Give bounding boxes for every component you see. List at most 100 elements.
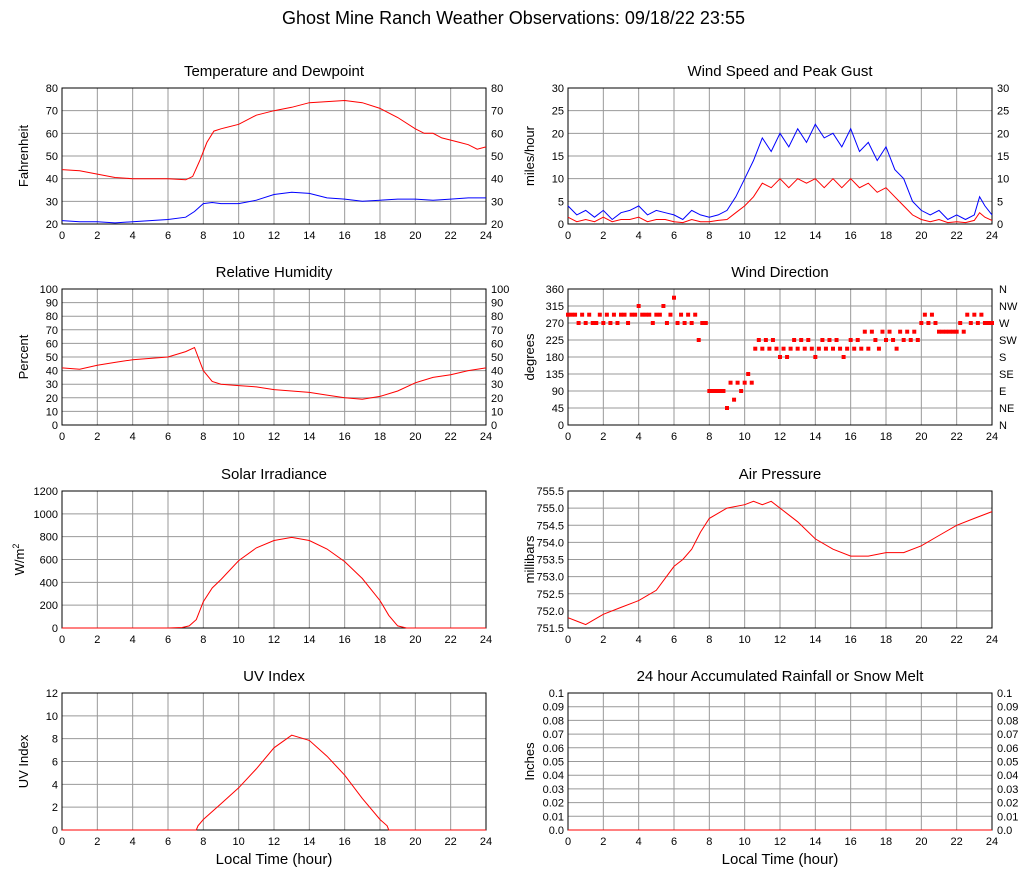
- y-tick-label: 10: [46, 406, 58, 418]
- direction-point: [710, 389, 715, 393]
- x-tick-label: 20: [915, 431, 927, 443]
- direction-point: [717, 389, 722, 393]
- direction-point: [714, 389, 719, 393]
- chart-title: Solar Irradiance: [221, 466, 327, 483]
- direction-point: [594, 321, 599, 325]
- y-axis-label: Percent: [16, 334, 31, 379]
- direction-point: [979, 312, 984, 317]
- y-tick-label: 5: [558, 196, 564, 208]
- y-tick-label: 270: [546, 318, 564, 330]
- x-tick-label: 22: [445, 836, 457, 848]
- x-tick-label: 20: [409, 431, 421, 443]
- y-tick-label: 80: [46, 311, 58, 323]
- x-tick-label: 6: [671, 431, 677, 443]
- y-tick-label: 30: [46, 196, 58, 208]
- x-tick-label: 16: [845, 230, 857, 242]
- y-tick-label: 70: [46, 325, 58, 337]
- y-tick-label: 100: [40, 284, 58, 296]
- direction-point: [845, 346, 850, 351]
- direction-point: [686, 312, 691, 317]
- y-tick-label: 30: [46, 379, 58, 391]
- x-tick-label: 2: [600, 634, 606, 646]
- x-tick-label: 24: [986, 634, 998, 646]
- direction-point: [961, 329, 966, 334]
- direction-point: [735, 380, 740, 385]
- direction-point: [647, 312, 652, 317]
- x-tick-label: 0: [59, 230, 65, 242]
- y-tick-label: 20: [46, 393, 58, 405]
- direction-point: [774, 346, 779, 351]
- x-tick-label: 18: [880, 230, 892, 242]
- direction-point: [725, 406, 729, 410]
- y-tick-label: 8: [52, 734, 58, 746]
- x-tick-label: 2: [94, 836, 100, 848]
- direction-point: [707, 389, 712, 393]
- y-tick-label-right: 0.05: [997, 757, 1018, 769]
- y-tick-label: 0.1: [549, 688, 564, 700]
- x-tick-label: 20: [409, 230, 421, 242]
- y-tick-label: 0.04: [543, 770, 564, 782]
- x-tick-label: 24: [480, 230, 492, 242]
- y-tick-label: 60: [46, 128, 58, 140]
- direction-point: [947, 329, 952, 334]
- direction-point: [587, 312, 592, 317]
- x-tick-label: 10: [233, 634, 245, 646]
- x-tick-label: 24: [480, 634, 492, 646]
- x-tick-label: 16: [339, 634, 351, 646]
- x-tick-label: 18: [880, 431, 892, 443]
- y-tick-label: 751.5: [536, 623, 564, 635]
- y-tick-label: 0.02: [543, 798, 564, 810]
- page-title: Ghost Mine Ranch Weather Observations: 0…: [282, 8, 745, 28]
- direction-point: [831, 346, 835, 351]
- direction-point: [760, 346, 765, 351]
- direction-point: [827, 338, 832, 342]
- chart-title: Temperature and Dewpoint: [184, 63, 365, 80]
- compass-tick-label: S: [999, 352, 1006, 364]
- x-tick-label: 22: [951, 431, 963, 443]
- direction-point: [668, 312, 673, 317]
- direction-point: [968, 321, 973, 325]
- x-tick-label: 4: [130, 230, 136, 242]
- direction-point: [866, 346, 871, 351]
- y-tick-label: 754.0: [536, 537, 564, 549]
- x-tick-label: 24: [480, 431, 492, 443]
- x-tick-label: 10: [739, 634, 751, 646]
- direction-point: [629, 312, 634, 317]
- direction-point: [820, 338, 825, 342]
- direction-point: [689, 321, 694, 325]
- series-line-1: [62, 734, 486, 831]
- y-tick-label: 90: [46, 298, 58, 310]
- y-tick-label-right: 60: [491, 338, 503, 350]
- x-tick-label: 4: [130, 634, 136, 646]
- direction-point: [898, 329, 903, 334]
- y-tick-label-right: 30: [491, 196, 503, 208]
- y-tick-label: 0: [52, 420, 58, 432]
- x-tick-label: 20: [915, 634, 927, 646]
- y-tick-label: 20: [552, 128, 564, 140]
- x-tick-label: 6: [671, 230, 677, 242]
- direction-point: [753, 346, 758, 351]
- compass-tick-label: N: [999, 420, 1007, 432]
- y-tick-label-right: 25: [997, 106, 1009, 118]
- y-axis-label: W/m2: [11, 544, 27, 576]
- x-tick-label: 0: [59, 836, 65, 848]
- direction-point: [573, 312, 578, 317]
- y-tick-label: 25: [552, 106, 564, 118]
- direction-point: [746, 372, 751, 376]
- direction-point: [590, 321, 595, 325]
- compass-tick-label: E: [999, 386, 1006, 398]
- x-tick-label: 12: [268, 634, 280, 646]
- direction-point: [912, 329, 917, 334]
- direction-point: [703, 321, 708, 325]
- x-tick-label: 8: [200, 230, 206, 242]
- y-tick-label-right: 0.03: [997, 784, 1018, 796]
- direction-point: [884, 338, 888, 342]
- chart-title: 24 hour Accumulated Rainfall or Snow Mel…: [637, 668, 925, 685]
- y-tick-label-right: 100: [491, 284, 509, 296]
- y-tick-label-right: 0.1: [997, 688, 1012, 700]
- x-tick-label: 8: [706, 634, 712, 646]
- y-tick-label: 755.0: [536, 503, 564, 515]
- direction-point: [926, 321, 931, 325]
- x-tick-label: 4: [130, 836, 136, 848]
